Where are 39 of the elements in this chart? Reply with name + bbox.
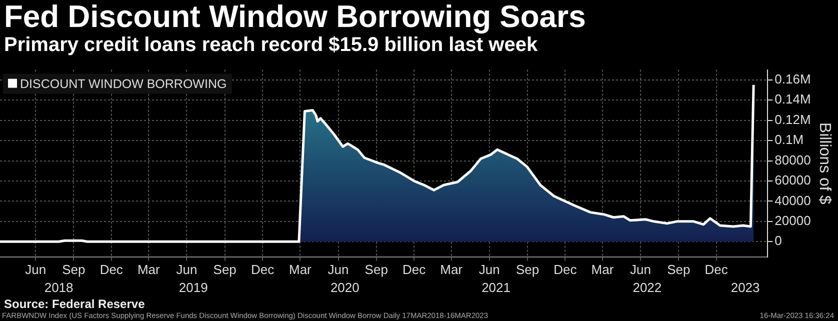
- x-tick-label: Dec: [402, 262, 426, 278]
- x-tick-label: Sep: [213, 262, 236, 278]
- y-tick-label: 60000: [774, 172, 811, 188]
- y-tick-label: 40000: [774, 192, 811, 208]
- x-tick-label: Dec: [704, 262, 728, 278]
- x-tick-label: Jun: [176, 262, 198, 278]
- x-tick-label: Jun: [328, 262, 349, 278]
- x-tick-label: Dec: [250, 262, 275, 278]
- x-tick-label: Mar: [137, 262, 161, 278]
- y-tick-label: 0.16M: [774, 71, 811, 86]
- chart-subtitle: Primary credit loans reach record $15.9 billion last week: [4, 34, 538, 57]
- y-tick-label: 0.12M: [774, 112, 811, 127]
- x-tick-label: Jun: [478, 262, 500, 278]
- x-tick-label: Jun: [630, 262, 652, 278]
- x-tick-label: Sep: [364, 262, 388, 278]
- x-tick-label: Sep: [667, 262, 690, 278]
- y-axis-title: Billions of $: [816, 122, 833, 204]
- x-tick-label: Mar: [288, 262, 312, 278]
- x2-tick-label: 2023: [730, 280, 760, 295]
- x-tick-label: Mar: [440, 262, 464, 278]
- x2-tick-label: 2021: [482, 280, 510, 295]
- x-tick-label: Mar: [591, 262, 614, 278]
- x-tick-label: Sep: [516, 262, 540, 278]
- x2-tick-label: 2019: [178, 280, 208, 295]
- legend-label: DISCOUNT WINDOW BORROWING: [20, 76, 227, 91]
- y-tick-label: 80000: [774, 152, 811, 168]
- source-note: Source: Federal Reserve: [4, 297, 145, 311]
- x-tick-label: Dec: [554, 262, 578, 278]
- y-tick-label: 20000: [774, 213, 811, 228]
- y-tick-label: 0.14M: [774, 92, 811, 107]
- x2-tick-label: 2022: [632, 280, 662, 295]
- x-tick-label: Sep: [62, 262, 86, 278]
- x-tick-label: Jun: [25, 262, 46, 278]
- y-tick-label: 0: [774, 233, 782, 248]
- x2-tick-label: 2018: [44, 280, 74, 295]
- x-tick-label: Dec: [100, 262, 124, 278]
- y-tick-label: 0.1M: [774, 132, 804, 148]
- x2-tick-label: 2020: [330, 280, 360, 295]
- chart-title: Fed Discount Window Borrowing Soars: [4, 0, 586, 34]
